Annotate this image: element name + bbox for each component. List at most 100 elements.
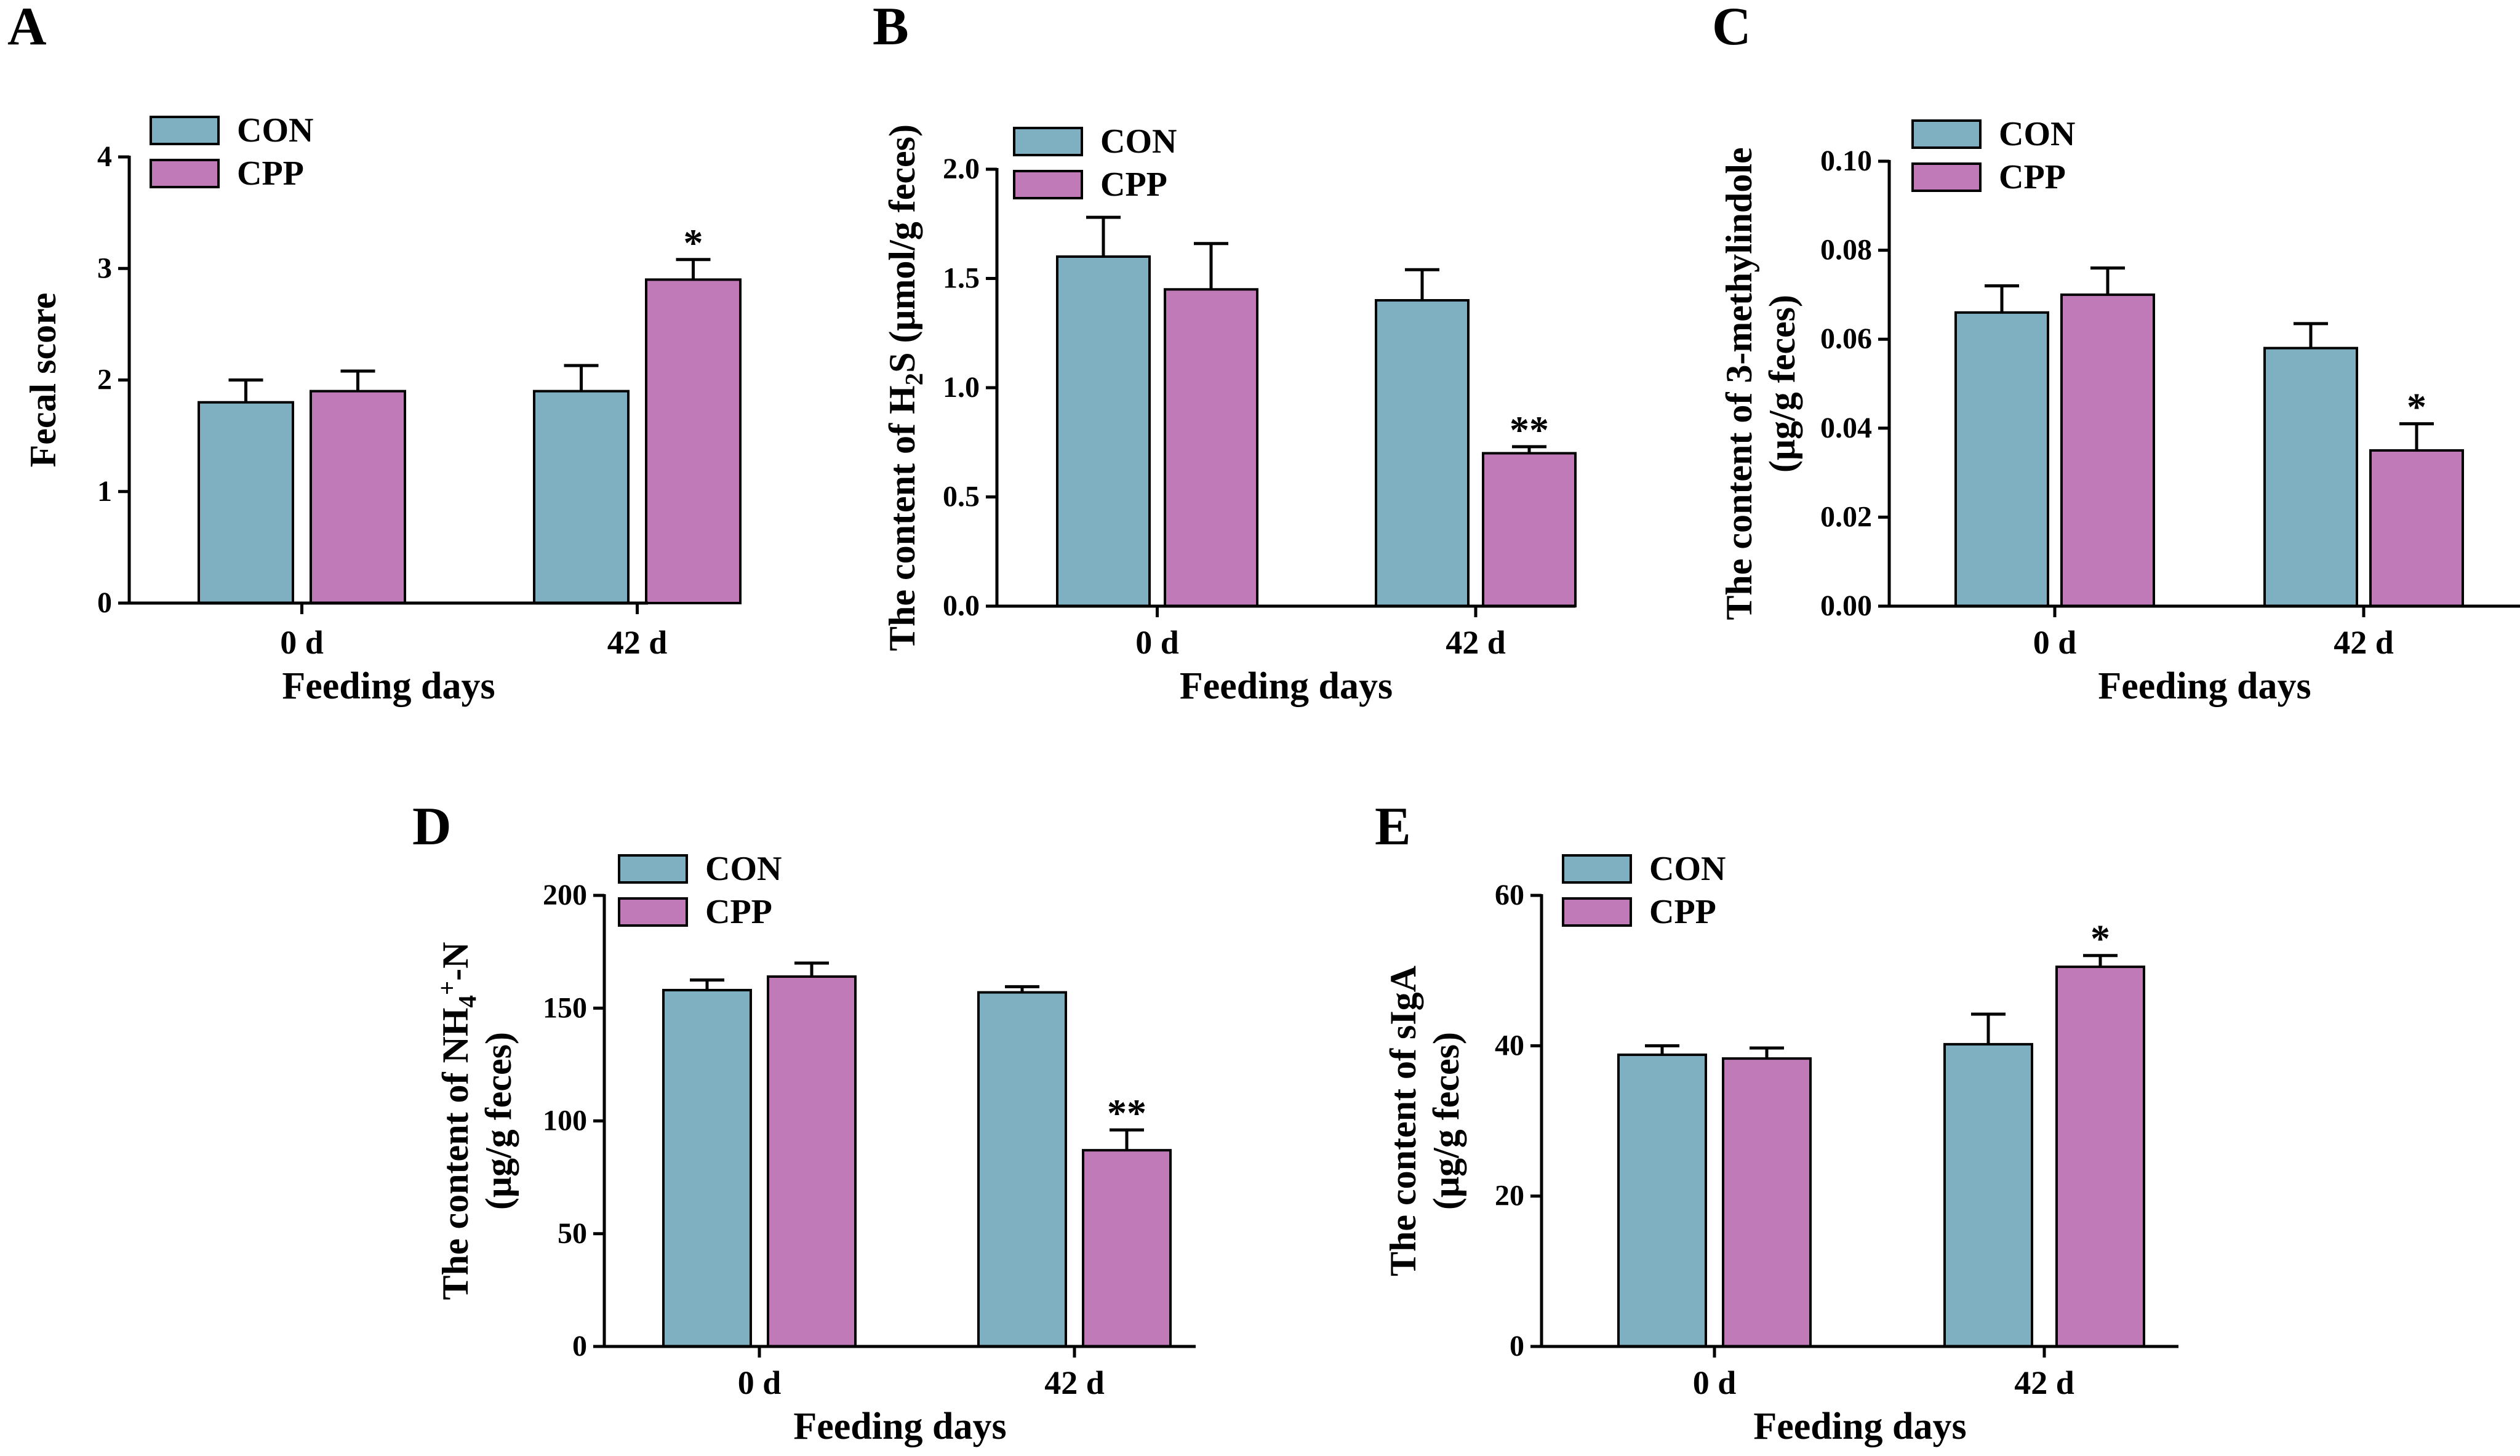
panel-e: E * 0 20 40 60 0 d 42 d Feeding days The content … — [1375, 797, 2178, 1447]
y-axis-label-unit: (μg/g feces) — [1762, 295, 1802, 473]
x-axis-label: Feeding days — [1753, 1406, 1966, 1447]
y-tick-label: 60 — [1495, 879, 1524, 911]
x-tick-label: 42 d — [1044, 1364, 1105, 1401]
y-tick-label: 0.10 — [1820, 145, 1872, 177]
cpp-bar — [310, 390, 406, 604]
legend-swatch-cpp — [1013, 170, 1083, 199]
panel-b: B ** 0.0 0.5 1.0 1.5 2.0 0 d 42 d Feeding days The… — [873, 0, 1577, 707]
y-axis-label-sub: 2 — [900, 373, 928, 385]
y-tick-label: 40 — [1495, 1029, 1524, 1062]
legend-label-cpp: CPP — [1649, 893, 1716, 931]
y-tick-label: 2.0 — [943, 153, 980, 185]
x-tick-label: 42 d — [1446, 624, 1506, 661]
cpp-bar — [2369, 449, 2464, 608]
panel-letter: E — [1375, 797, 1411, 857]
y-axis-label: Fecal score — [23, 293, 63, 468]
legend-swatch-cpp — [618, 897, 688, 927]
legend-swatch-con — [1013, 127, 1083, 156]
y-tick-label: 50 — [558, 1217, 587, 1250]
x-tick-label: 0 d — [2033, 624, 2077, 661]
cpp-bar — [1082, 1149, 1172, 1348]
legend-label-con: CON — [237, 111, 313, 150]
y-tick-label: 0.5 — [943, 481, 980, 513]
panel-d: D ** 0 50 100 150 200 0 d 42 d Feeding days The co… — [412, 797, 1196, 1447]
significance-mark: ** — [1510, 408, 1549, 452]
y-axis-label-part: The content of NH — [435, 1008, 476, 1300]
legend-label-cpp: CPP — [1100, 166, 1167, 204]
panel-c: C * 0.00 0.02 0.04 0.06 0.08 0.10 0 d 42 d Feeding… — [1712, 0, 2520, 707]
legend-swatch-con — [618, 854, 688, 884]
y-axis-label: The content of sIgA — [1383, 966, 1423, 1276]
legend-swatch-con — [150, 116, 220, 145]
x-axis-label: Feeding days — [1180, 665, 1393, 707]
con-bar — [1056, 255, 1151, 607]
con-bar — [533, 390, 630, 604]
y-tick-label: 0.0 — [943, 590, 980, 622]
y-tick-label: 4 — [97, 140, 112, 173]
significance-mark: * — [684, 221, 703, 265]
con-bar — [1375, 299, 1470, 607]
y-tick-label: 0.06 — [1820, 322, 1872, 355]
x-tick-label: 0 d — [1135, 624, 1179, 661]
con-bar — [977, 991, 1067, 1348]
y-axis-label: The content of H2S (μmol/g feces) — [882, 124, 928, 651]
y-tick-label: 1.0 — [943, 371, 980, 404]
significance-mark: * — [2090, 917, 2110, 961]
legend-label-con: CON — [1999, 115, 2075, 153]
panel-letter: A — [7, 0, 47, 57]
y-tick-label: 0 — [1510, 1330, 1524, 1362]
y-axis-label: The content of NH4+-N — [433, 942, 481, 1300]
cpp-bar — [1722, 1057, 1812, 1348]
legend-label-cpp: CPP — [705, 893, 772, 931]
legend-swatch-con — [1911, 119, 1982, 149]
con-bar — [1954, 311, 2049, 607]
y-axis-label-unit: (μg/g feces) — [478, 1032, 519, 1210]
y-axis-label-part2: S (μmol/g feces) — [882, 124, 922, 373]
panel-letter: B — [873, 0, 909, 57]
legend-label-con: CON — [1649, 850, 1726, 888]
y-tick-label: 0 — [97, 586, 112, 619]
x-tick-label: 0 d — [1693, 1364, 1737, 1401]
panel-a: A * 0 1 2 3 4 0 d 42 d Feeding days Fecal score CON… — [7, 0, 742, 707]
legend-swatch-cpp — [1911, 162, 1982, 192]
significance-mark: ** — [1107, 1091, 1146, 1135]
y-tick-label: 0.00 — [1820, 590, 1872, 622]
y-axis-label-unit: (μg/g feces) — [1426, 1032, 1466, 1210]
y-tick-label: 100 — [543, 1105, 587, 1137]
y-tick-label: 0.04 — [1820, 412, 1872, 444]
x-tick-label: 0 d — [738, 1364, 782, 1401]
significance-mark: * — [2407, 385, 2426, 429]
con-bar — [662, 988, 752, 1348]
cpp-bar — [2060, 293, 2155, 607]
x-tick-label: 42 d — [2014, 1364, 2074, 1401]
legend-label-con: CON — [705, 850, 782, 888]
y-axis-label-part2: -N — [435, 942, 476, 981]
legend-label-con: CON — [1100, 122, 1177, 161]
cpp-bar — [2055, 966, 2145, 1348]
cpp-bar — [1164, 288, 1258, 607]
con-bar — [1617, 1053, 1707, 1348]
y-tick-label: 0 — [572, 1330, 587, 1362]
y-tick-label: 20 — [1495, 1180, 1524, 1212]
x-tick-label: 42 d — [607, 624, 668, 661]
y-tick-label: 0.08 — [1820, 234, 1872, 266]
y-tick-label: 200 — [543, 879, 587, 911]
x-tick-label: 0 d — [280, 624, 324, 661]
x-axis-label: Feeding days — [2098, 665, 2311, 707]
y-axis-label-part: The content of H — [882, 385, 922, 651]
legend-label-cpp: CPP — [1999, 158, 2066, 196]
panel-letter: C — [1712, 0, 1751, 57]
y-tick-label: 1.5 — [943, 262, 980, 295]
x-tick-label: 42 d — [2334, 624, 2394, 661]
y-axis-label: The content of 3-methylindole — [1719, 147, 1759, 620]
panel-letter: D — [412, 797, 452, 857]
con-bar — [1943, 1042, 2033, 1348]
con-bar — [198, 401, 294, 604]
x-axis-label: Feeding days — [282, 665, 495, 707]
cpp-bar — [1482, 452, 1577, 607]
legend-swatch-cpp — [150, 159, 220, 188]
y-tick-label: 150 — [543, 991, 587, 1024]
y-tick-label: 2 — [97, 364, 112, 396]
con-bar — [2263, 346, 2358, 607]
